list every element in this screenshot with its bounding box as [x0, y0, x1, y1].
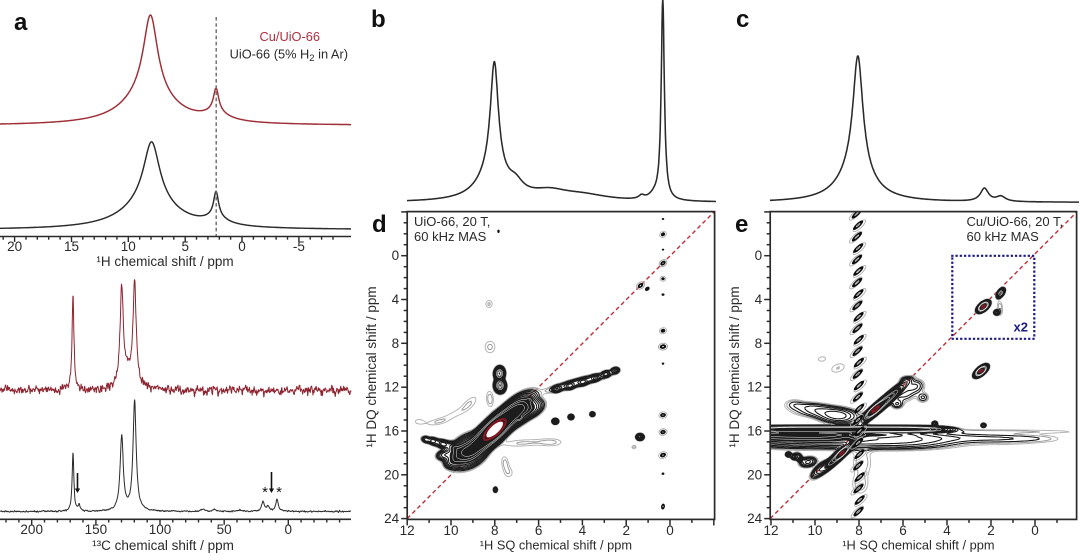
- svg-text:Cu/UiO-66: Cu/UiO-66: [260, 29, 320, 44]
- svg-text:200: 200: [20, 522, 43, 537]
- svg-text:12: 12: [763, 523, 778, 538]
- svg-text:4: 4: [943, 523, 951, 538]
- svg-text:24: 24: [384, 511, 400, 526]
- svg-text:0: 0: [755, 248, 763, 263]
- svg-text:24: 24: [747, 511, 763, 526]
- svg-text:0: 0: [285, 522, 293, 537]
- svg-text:0: 0: [666, 523, 674, 538]
- svg-text:12: 12: [384, 380, 399, 395]
- svg-text:100: 100: [149, 522, 172, 537]
- svg-text:2: 2: [622, 523, 630, 538]
- svg-text:0: 0: [238, 239, 246, 254]
- svg-text:8: 8: [755, 336, 763, 351]
- svg-text:10: 10: [121, 239, 136, 254]
- svg-text:4: 4: [579, 523, 587, 538]
- svg-text:*: *: [262, 484, 268, 501]
- svg-text:12: 12: [747, 380, 762, 395]
- svg-text:12: 12: [400, 523, 415, 538]
- svg-text:2: 2: [987, 523, 995, 538]
- svg-text:15: 15: [64, 239, 79, 254]
- svg-text:¹H SQ chemical shift / ppm: ¹H SQ chemical shift / ppm: [842, 538, 994, 553]
- svg-text:4: 4: [755, 292, 763, 307]
- svg-text:10: 10: [443, 523, 458, 538]
- svg-text:16: 16: [384, 424, 399, 439]
- svg-text:-5: -5: [293, 239, 305, 254]
- svg-text:UiO-66, 20 T,: UiO-66, 20 T,: [414, 214, 490, 229]
- svg-text:¹H DQ chemical shift / ppm: ¹H DQ chemical shift / ppm: [727, 286, 742, 447]
- svg-text:60 kHz MAS: 60 kHz MAS: [967, 229, 1040, 244]
- svg-text:¹³C chemical shift / ppm: ¹³C chemical shift / ppm: [92, 538, 234, 553]
- svg-text:UiO-66 (5% H2 in Ar): UiO-66 (5% H2 in Ar): [230, 47, 348, 65]
- svg-text:x2: x2: [1014, 320, 1028, 335]
- svg-text:Cu/UiO-66, 20 T,: Cu/UiO-66, 20 T,: [967, 214, 1064, 229]
- svg-text:150: 150: [85, 522, 108, 537]
- svg-text:20: 20: [7, 239, 22, 254]
- svg-text:5: 5: [181, 239, 189, 254]
- svg-text:*: *: [276, 484, 282, 501]
- svg-text:50: 50: [217, 522, 232, 537]
- svg-text:b: b: [371, 6, 386, 33]
- svg-text:4: 4: [392, 292, 400, 307]
- svg-text:20: 20: [384, 467, 399, 482]
- svg-text:¹H DQ chemical shift / ppm: ¹H DQ chemical shift / ppm: [364, 286, 379, 447]
- svg-text:0: 0: [1031, 523, 1039, 538]
- svg-text:60 kHz MAS: 60 kHz MAS: [414, 229, 487, 244]
- svg-text:16: 16: [747, 424, 762, 439]
- svg-text:d: d: [372, 211, 387, 238]
- svg-text:8: 8: [491, 523, 499, 538]
- svg-text:10: 10: [807, 523, 822, 538]
- svg-text:8: 8: [392, 336, 400, 351]
- svg-text:e: e: [735, 211, 748, 238]
- svg-text:8: 8: [855, 523, 863, 538]
- svg-text:20: 20: [747, 467, 762, 482]
- svg-text:0: 0: [392, 248, 400, 263]
- svg-text:¹H SQ chemical shift / ppm: ¹H SQ chemical shift / ppm: [480, 538, 632, 553]
- svg-text:¹H chemical shift / ppm: ¹H chemical shift / ppm: [96, 254, 233, 269]
- svg-text:6: 6: [535, 523, 543, 538]
- svg-text:6: 6: [899, 523, 907, 538]
- svg-text:a: a: [14, 9, 28, 36]
- svg-text:c: c: [736, 6, 749, 33]
